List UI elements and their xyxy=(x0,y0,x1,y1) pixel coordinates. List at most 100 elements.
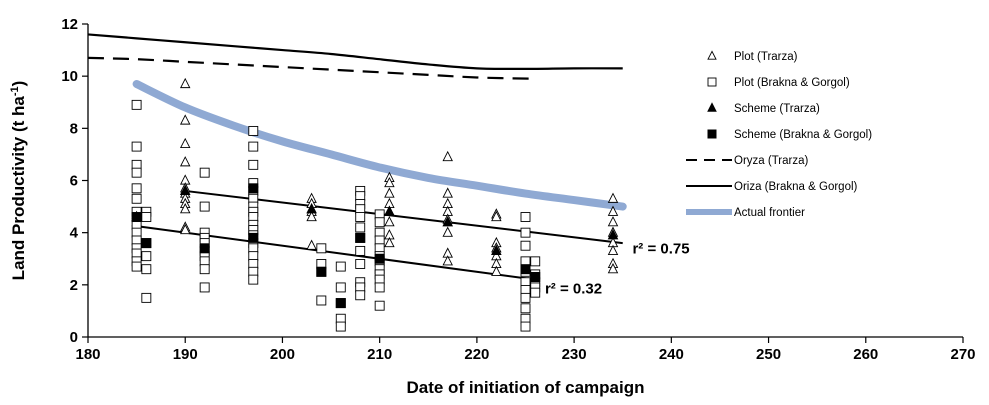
x-axis-title: Date of initiation of campaign xyxy=(406,378,644,397)
y-tick-label: 6 xyxy=(70,173,78,190)
open_square-point xyxy=(141,212,152,222)
open_square-point xyxy=(131,167,142,178)
legend-label: Plot (Brakna & Gorgol) xyxy=(734,77,850,89)
open_square-point xyxy=(199,264,210,275)
open_triangle-point xyxy=(384,187,395,198)
filled_square-point xyxy=(520,264,531,275)
open_square-point xyxy=(520,303,531,314)
open_triangle-point xyxy=(179,114,191,125)
open_triangle-point xyxy=(384,236,395,248)
oryza-trarza-line xyxy=(87,56,536,80)
legend-label: Actual frontier xyxy=(734,207,805,219)
trendline xyxy=(136,225,536,281)
y-tick-label: 10 xyxy=(61,68,78,85)
open_square-point xyxy=(374,217,385,228)
open_square-point xyxy=(248,159,259,170)
open_triangle-point xyxy=(442,187,453,198)
open_square-point xyxy=(141,264,152,275)
open_square-point xyxy=(131,99,142,110)
open_triangle-point xyxy=(442,226,453,237)
y-tick-label: 12 xyxy=(61,16,78,33)
legend-swatch xyxy=(707,102,717,112)
open_square-point xyxy=(248,141,259,152)
open_square-point xyxy=(141,251,152,262)
filled_triangle-point xyxy=(306,202,317,214)
y-tick-label: 4 xyxy=(70,225,79,242)
open_square-point xyxy=(335,261,346,272)
open_square-point xyxy=(248,125,259,136)
open_triangle-point xyxy=(442,255,453,266)
filled_square-point xyxy=(355,232,366,243)
x-tick-label: 270 xyxy=(950,346,975,363)
open_square-point xyxy=(530,287,541,298)
open_triangle-point xyxy=(179,77,191,89)
open_square-point xyxy=(355,222,366,233)
actual-frontier-line xyxy=(132,79,627,211)
open_square-point xyxy=(530,256,541,267)
open_square-point xyxy=(131,183,142,194)
open_square-point xyxy=(248,274,259,285)
x-tick-label: 220 xyxy=(464,346,489,363)
x-tick-label: 240 xyxy=(659,346,684,363)
open_triangle-point xyxy=(384,216,395,227)
legend-label: Scheme (Brakna & Gorgol) xyxy=(734,129,872,141)
open_square-point xyxy=(374,282,385,293)
filled_triangle-point xyxy=(607,229,619,240)
open_square-point xyxy=(335,321,346,332)
y-axis-title-main: Land Productivity (t ha xyxy=(9,96,28,281)
filled_square-point xyxy=(335,298,346,309)
open_square-point xyxy=(131,193,142,204)
legend-swatch xyxy=(707,129,717,139)
oriza-brakna-gorgol-line xyxy=(87,33,623,70)
x-tick-label: 260 xyxy=(853,346,878,363)
open_triangle-point xyxy=(179,203,191,214)
y-axis-title-superscript: -1 xyxy=(9,86,21,96)
open_triangle-point xyxy=(491,265,502,276)
legend-label: Oryza (Trarza) xyxy=(734,155,808,167)
r-squared-label: r² = 0.75 xyxy=(632,240,689,257)
y-tick-label: 8 xyxy=(70,120,78,137)
filled_square-point xyxy=(374,253,385,264)
filled_square-point xyxy=(141,238,152,249)
r-squared-label: r² = 0.32 xyxy=(545,281,602,298)
open_square-point xyxy=(355,290,366,301)
open_triangle-point xyxy=(442,150,453,162)
open_square-point xyxy=(316,295,327,306)
open_triangle-point xyxy=(179,156,191,167)
open_triangle-point xyxy=(306,210,317,222)
open_square-point xyxy=(520,240,531,251)
open_triangle-point xyxy=(306,239,317,250)
open_triangle-point xyxy=(607,263,619,274)
legend-label: Plot (Trarza) xyxy=(734,51,798,63)
filled_triangle-point xyxy=(442,215,454,227)
open_square-point xyxy=(520,292,531,303)
legend-swatch xyxy=(707,77,717,87)
x-tick-label: 180 xyxy=(75,346,100,363)
open_triangle-point xyxy=(384,176,395,188)
y-tick-label: 0 xyxy=(70,329,78,346)
legend-label: Scheme (Trarza) xyxy=(734,103,820,115)
open_square-point xyxy=(141,292,152,303)
open_square-point xyxy=(199,282,210,293)
open_triangle-point xyxy=(607,244,619,255)
y-tick-label: 2 xyxy=(70,277,78,294)
open_triangle-point xyxy=(491,210,502,222)
y-axis-title-close: ) xyxy=(9,81,28,87)
open_square-point xyxy=(131,261,142,272)
open_triangle-point xyxy=(607,216,619,227)
open_triangle-point xyxy=(179,223,191,235)
open_square-point xyxy=(335,282,346,293)
x-tick-label: 210 xyxy=(367,346,392,363)
filled_square-point xyxy=(316,266,327,277)
y-axis-title: Land Productivity (t ha-1) xyxy=(9,81,28,281)
filled_triangle-point xyxy=(179,184,191,196)
x-tick-label: 200 xyxy=(270,346,295,363)
open_square-point xyxy=(520,227,531,238)
open_triangle-point xyxy=(179,137,191,149)
legend-label: Oriza (Brakna & Gorgol) xyxy=(734,181,858,193)
open_square-point xyxy=(199,167,210,178)
open_square-point xyxy=(199,201,210,212)
open_square-point xyxy=(131,141,142,152)
x-tick-label: 190 xyxy=(173,346,198,363)
open_square-point xyxy=(520,212,531,222)
